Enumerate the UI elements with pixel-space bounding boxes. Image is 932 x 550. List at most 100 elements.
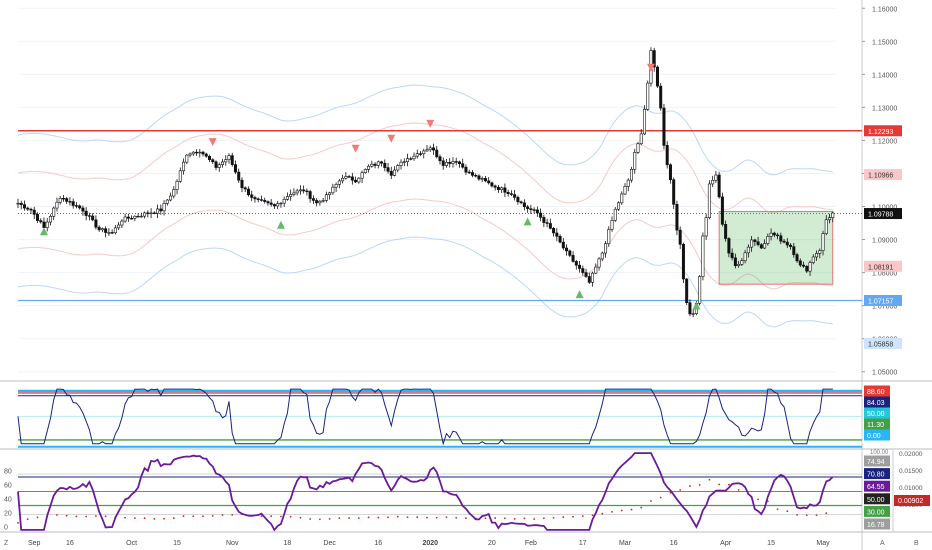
stoch-level-tag (864, 429, 890, 441)
candle-body (766, 236, 770, 244)
volatility-dot (679, 489, 682, 491)
volatility-dot (825, 512, 828, 515)
rsi-tick-label: 60 (4, 483, 12, 490)
candle-body (516, 197, 520, 203)
candle-body (130, 218, 134, 220)
consolidation-box[interactable] (718, 210, 834, 285)
volatility-dot (231, 513, 234, 516)
candle-body (490, 182, 494, 187)
candle-body (308, 191, 312, 199)
volatility-dot (211, 515, 214, 517)
candle-body (470, 172, 474, 176)
candle-body (334, 184, 338, 188)
volatility-dot (318, 518, 321, 521)
volatility-dot (143, 517, 146, 520)
volatility-dot (542, 517, 545, 520)
candle-body (802, 264, 806, 267)
candle-body (97, 226, 101, 231)
candle-body (107, 232, 111, 234)
candle-body (555, 232, 559, 237)
candle-body (266, 201, 270, 204)
candle-body (431, 147, 435, 151)
time-tick-label: Feb (525, 540, 537, 547)
time-tick-label: 18 (284, 540, 292, 547)
scale-mode-button[interactable]: B (914, 540, 919, 547)
candle-body (597, 258, 601, 268)
buy-signal-marker (692, 301, 701, 310)
lower-inner-band (17, 198, 833, 290)
volatility-dot (377, 516, 380, 519)
volatility-dot (270, 515, 273, 518)
candle-body (337, 180, 341, 185)
time-tick-label: 2020 (422, 540, 438, 547)
candle-body (39, 220, 43, 223)
time-axis[interactable]: Sep 16 Oct 15 Nov 18 Dec 16 2020 20 Feb 17 Mar 16 Apr 1… (4, 540, 919, 547)
candle-body (532, 209, 536, 211)
candle-body (315, 200, 319, 204)
price-tag (864, 208, 902, 220)
candle-body (724, 224, 728, 239)
upper-outer-band (17, 84, 833, 176)
candle-body (282, 198, 286, 204)
candle-body (480, 178, 484, 180)
candle-body (201, 151, 205, 155)
volatility-dot (387, 516, 389, 519)
candle-body (91, 215, 95, 221)
stoch-level-tag (864, 396, 890, 408)
zoom-button[interactable]: Z (4, 540, 9, 547)
price-levels (18, 129, 862, 302)
volatility-dot (513, 517, 516, 520)
volatility-dot (727, 483, 730, 486)
range-box[interactable] (718, 210, 834, 285)
rsi-top-label: 100.00 (870, 450, 889, 456)
candle-body (302, 189, 306, 192)
candle-body (610, 220, 614, 230)
stoch-level-label: 0.00 (867, 433, 881, 440)
price-tag (864, 169, 902, 181)
candle-body (113, 227, 117, 234)
volatility-dot (221, 514, 224, 516)
stoch-level-tag (864, 407, 890, 419)
candle-body (704, 217, 708, 237)
candle-body (639, 133, 643, 145)
candle-body (763, 243, 767, 249)
candle-body (727, 238, 731, 254)
candlestick-series (16, 47, 835, 318)
rsi-level-tag (864, 505, 890, 517)
time-tick-label: Oct (126, 540, 137, 547)
candle-body (162, 203, 166, 212)
time-tick-label: Mar (619, 540, 632, 547)
candle-body (393, 169, 397, 176)
volatility-dot (786, 510, 789, 513)
volatility-dot (611, 510, 613, 513)
candle-body (104, 228, 108, 233)
price-tag-label: 1.12293 (868, 129, 893, 136)
candle-body (285, 196, 289, 200)
price-tag (864, 260, 902, 272)
rsi-line (17, 452, 834, 532)
candle-body (500, 187, 504, 190)
time-tick-label: 15 (173, 540, 181, 547)
time-tick-label: Sep (28, 540, 41, 547)
sell-signal-marker (208, 138, 217, 147)
volatility-dot (133, 517, 136, 520)
candle-body (746, 246, 750, 254)
volatility-dot (630, 508, 633, 511)
candle-body (578, 264, 582, 269)
candle-body (133, 215, 137, 219)
volatility-dot (796, 513, 798, 516)
volatility-dot (357, 517, 360, 519)
price-tag-label: 1.05858 (868, 341, 893, 348)
candle-body (269, 202, 273, 205)
stoch-level-tag (864, 418, 890, 430)
candle-body (357, 177, 361, 183)
candle-body (496, 186, 500, 190)
price-axis[interactable]: 1.050001.060001.070001.080001.090001.100… (862, 6, 897, 377)
candle-body (29, 208, 33, 211)
candle-body (19, 202, 23, 205)
stoch-level-tag (864, 385, 890, 397)
auto-scale-button[interactable]: A (880, 540, 885, 547)
candle-body (182, 161, 186, 172)
candle-body (94, 219, 98, 228)
